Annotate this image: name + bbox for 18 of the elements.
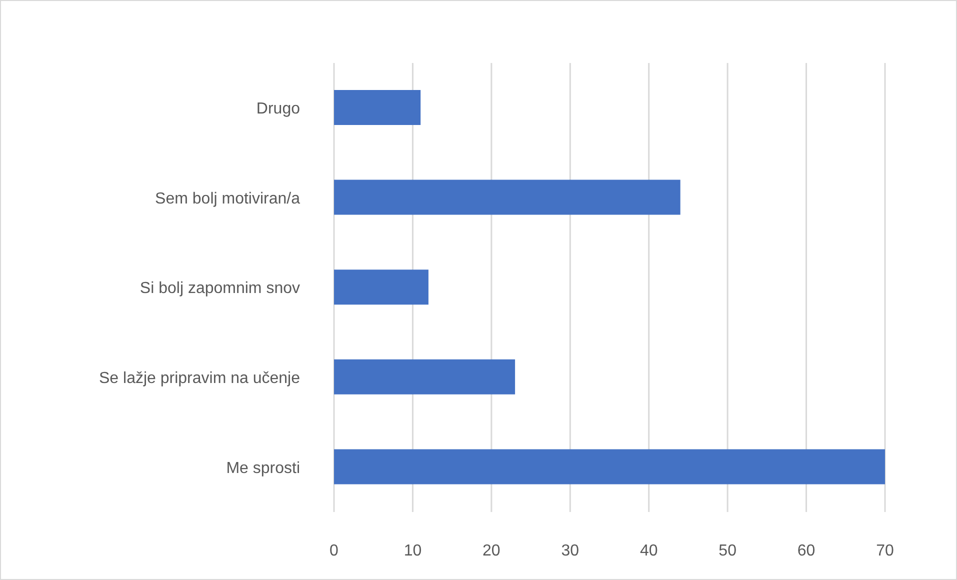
bar xyxy=(334,359,516,394)
x-tick-label: 60 xyxy=(797,542,816,560)
x-tick-label: 30 xyxy=(561,542,580,560)
y-tick-label: Si bolj zapomnim snov xyxy=(140,280,300,298)
bar xyxy=(334,180,680,215)
y-tick-label: Se lažje pripravim na učenje xyxy=(99,370,300,387)
x-tick-label: 20 xyxy=(482,542,500,560)
bar xyxy=(334,449,885,484)
y-tick-label: Drugo xyxy=(256,100,300,118)
x-tick-label: 40 xyxy=(640,542,658,560)
x-tick-label: 0 xyxy=(330,542,339,560)
x-tick-label: 50 xyxy=(718,542,737,560)
bar xyxy=(334,270,428,305)
x-tick-label: 70 xyxy=(876,542,894,560)
y-tick-label: Me sprosti xyxy=(226,460,300,477)
x-tick-label: 10 xyxy=(404,542,422,560)
y-tick-label: Sem bolj motiviran/a xyxy=(155,190,300,208)
bar xyxy=(334,90,421,125)
